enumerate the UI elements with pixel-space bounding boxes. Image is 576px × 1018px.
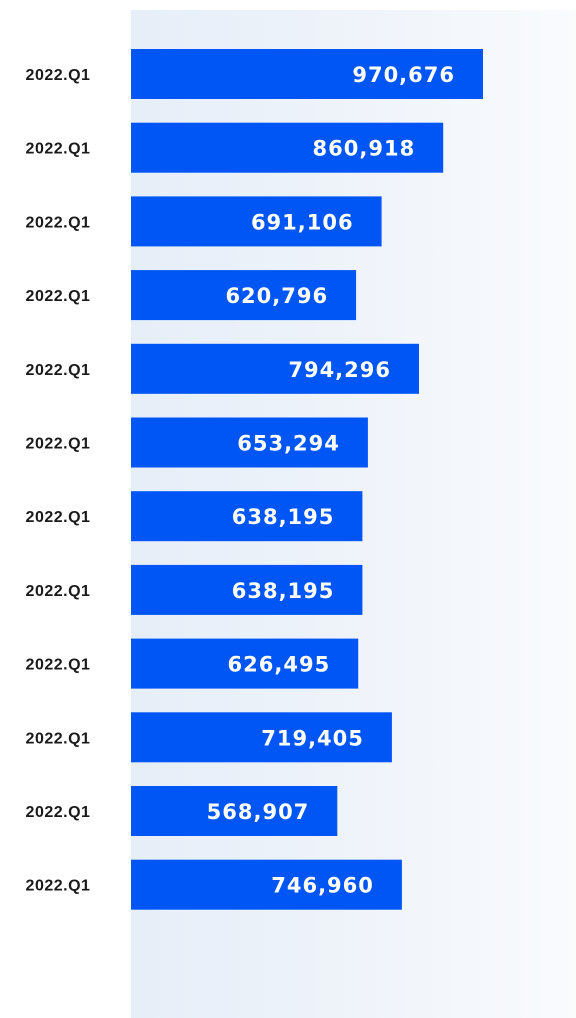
category-label-11: 2022.Q1 [26,804,91,821]
category-label-9: 2022.Q1 [26,657,91,674]
bar-6 [131,417,368,468]
category-label-8: 2022.Q1 [26,583,91,600]
bar-3 [131,196,382,247]
value-label-5: 794,296 [288,358,391,382]
value-label-4: 620,796 [225,284,328,308]
value-label-3: 691,106 [251,210,354,234]
value-label-11: 568,907 [207,800,310,824]
category-label-4: 2022.Q1 [26,288,91,305]
bar-1 [131,49,483,99]
bar-11 [131,786,338,836]
bar-5 [131,343,419,394]
value-label-2: 860,918 [313,137,416,161]
category-label-3: 2022.Q1 [26,214,91,231]
category-label-2: 2022.Q1 [26,141,91,158]
bar-9 [131,638,359,689]
value-label-12: 746,960 [271,874,374,898]
value-label-10: 719,405 [261,726,364,750]
value-label-9: 626,495 [228,653,331,677]
category-label-10: 2022.Q1 [26,730,91,747]
bar-10 [131,712,392,763]
value-label-7: 638,195 [232,505,335,529]
category-label-5: 2022.Q1 [26,362,91,379]
value-label-6: 653,294 [237,432,340,456]
bar-7 [131,491,363,542]
category-label-7: 2022.Q1 [26,509,91,526]
bar-12 [131,859,402,910]
value-label-8: 638,195 [232,579,335,603]
category-label-1: 2022.Q1 [26,67,91,84]
bar-2 [131,122,444,173]
category-label-12: 2022.Q1 [26,878,91,895]
bar-8 [131,564,363,615]
bar-4 [131,270,357,321]
value-label-1: 970,676 [352,63,455,87]
category-label-6: 2022.Q1 [26,436,91,453]
